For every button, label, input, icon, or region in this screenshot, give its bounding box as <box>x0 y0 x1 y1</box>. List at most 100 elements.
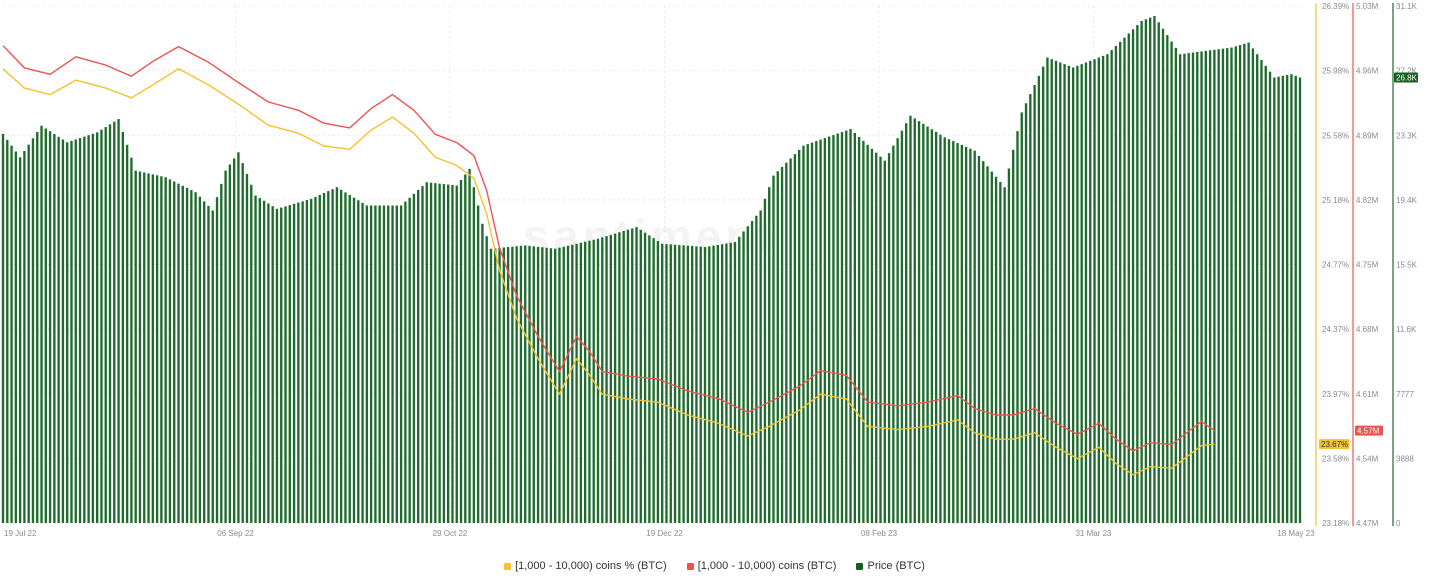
price-bar <box>836 133 839 523</box>
price-bar <box>241 163 244 523</box>
y-tick-label-pct: 24.37% <box>1322 325 1349 334</box>
price-bar <box>857 136 861 523</box>
price-bar <box>896 138 899 523</box>
price-bar <box>618 232 621 523</box>
price-bar <box>806 144 809 524</box>
price-bar <box>952 141 955 524</box>
price-bar <box>40 125 43 523</box>
price-bar <box>1101 55 1105 523</box>
price-bar <box>399 205 403 523</box>
y-tick-label-pct: 24.77% <box>1322 261 1349 270</box>
price-bar <box>549 248 553 524</box>
price-bar <box>1281 75 1285 523</box>
price-bar <box>922 123 925 524</box>
price-bar <box>1016 131 1019 523</box>
price-bar <box>926 126 929 523</box>
y-tick-label-price: 27.2K <box>1396 67 1418 76</box>
price-bar <box>245 173 249 523</box>
price-bar <box>1140 20 1143 523</box>
price-bar <box>164 177 167 523</box>
price-bar <box>1084 62 1088 523</box>
price-bar <box>100 129 103 523</box>
price-bar <box>1183 53 1186 523</box>
price-bar <box>793 154 797 523</box>
last-value-badge-pct <box>1319 439 1349 450</box>
price-bar <box>1097 57 1100 524</box>
price-bar <box>237 152 240 524</box>
price-bar <box>365 205 369 523</box>
price-bar <box>703 247 707 523</box>
price-bar <box>297 202 300 524</box>
price-bar <box>887 153 891 523</box>
price-bar <box>459 179 463 523</box>
price-bar <box>639 229 642 523</box>
price-bar <box>849 129 852 523</box>
price-bar <box>442 184 446 524</box>
price-bar <box>143 172 146 524</box>
price-bar <box>305 200 309 523</box>
price-bar <box>134 170 137 523</box>
price-bar <box>1290 74 1293 523</box>
price-bar <box>798 149 801 524</box>
price-bar <box>1178 54 1182 523</box>
series-lines <box>2 45 1215 476</box>
price-bar <box>772 175 775 524</box>
price-bar <box>211 210 214 524</box>
price-bar <box>947 139 951 523</box>
price-bar <box>318 194 321 523</box>
price-bar <box>502 247 505 523</box>
price-bar <box>369 205 373 523</box>
price-bar <box>622 230 625 523</box>
x-tick-label: 18 May 23 <box>1277 529 1315 538</box>
price-bar <box>964 146 968 524</box>
price-bars <box>1 15 1302 524</box>
price-bar <box>810 142 814 523</box>
price-bar <box>832 135 835 523</box>
price-bar <box>900 130 904 523</box>
price-bar <box>18 157 22 523</box>
price-bar <box>827 136 831 524</box>
price-bar <box>74 139 77 523</box>
x-tick-label: 19 Jul 22 <box>4 529 37 538</box>
price-bar <box>1247 42 1250 523</box>
price-bar <box>472 187 476 524</box>
price-bar <box>789 158 792 524</box>
price-bar <box>1024 103 1028 523</box>
price-bar <box>224 170 227 523</box>
legend-swatch-price <box>856 562 864 570</box>
price-bar <box>1238 45 1242 523</box>
price-bar <box>1144 19 1148 523</box>
price-bar <box>335 187 339 524</box>
price-bar <box>566 245 570 523</box>
price-bar <box>939 134 942 524</box>
price-bar <box>395 205 398 523</box>
y-tick-label-pct: 23.97% <box>1322 390 1349 399</box>
price-bar <box>301 201 304 523</box>
price-bar <box>1114 45 1118 524</box>
price-bar <box>1110 50 1113 524</box>
legend-item-pct[interactable]: [1,000 - 10,000) coins % (BTC) <box>504 560 667 572</box>
price-bar <box>404 201 407 524</box>
price-bar <box>44 128 47 523</box>
price-bar <box>232 158 236 524</box>
y-tick-label-coins: 5.03M <box>1356 2 1379 11</box>
price-bar <box>909 115 912 523</box>
price-bar <box>275 208 279 523</box>
price-bar <box>875 152 878 523</box>
price-bar <box>173 181 176 524</box>
axes: 19 Jul 22 06 Sep 22 29 Oct 22 19 Dec 22 08 F… <box>4 2 1418 538</box>
price-bar <box>1191 52 1195 523</box>
price-bar <box>322 193 326 523</box>
price-bar <box>215 197 219 523</box>
legend-item-coins[interactable]: [1,000 - 10,000) coins (BTC) <box>686 560 836 572</box>
price-bar <box>519 245 523 524</box>
price-bar <box>331 189 334 523</box>
price-bar <box>95 132 99 524</box>
price-bar <box>541 247 544 523</box>
price-bar <box>883 160 886 523</box>
price-bar <box>583 241 587 523</box>
price-bar <box>1119 41 1122 524</box>
price-bar <box>524 245 527 523</box>
legend-item-price[interactable]: Price (BTC) <box>856 560 925 572</box>
last-value-labels: 23.67% 4.57M 26.8K <box>1319 72 1418 450</box>
